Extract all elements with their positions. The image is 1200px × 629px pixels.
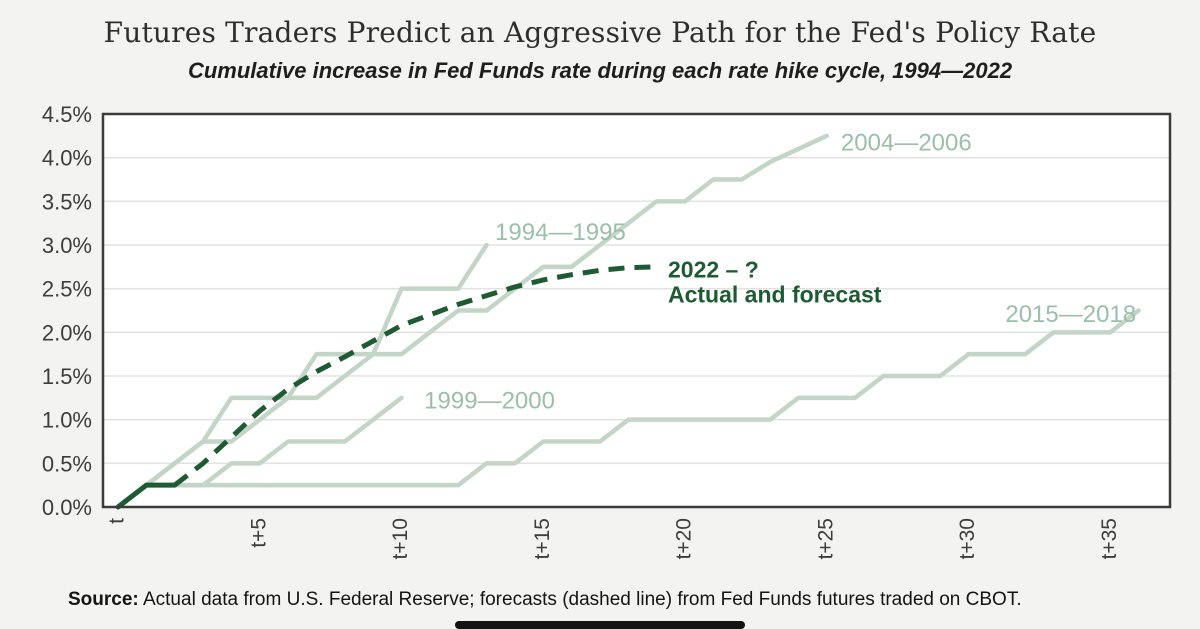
series-label: 1994—1995 [495,219,626,246]
series-line [115,308,1141,510]
source-label: Source: [68,589,139,610]
y-tick-label: 4.5% [42,102,92,127]
y-tick-label: 1.0% [42,408,92,433]
series-label: 2015—2018 [1005,301,1136,328]
x-tick-label: t+10 [389,518,412,559]
y-tick-label: 2.0% [42,320,92,345]
y-tick-label: 3.0% [42,233,92,258]
x-tick-label: t+30 [956,518,979,559]
y-tick-label: 1.5% [42,364,92,389]
y-tick-label: 3.5% [42,189,92,214]
x-tick-label: t+20 [673,518,696,559]
series-label: 2022 – ? [668,256,759,282]
x-tick-label: t+15 [531,518,554,559]
bottom-handle-bar [455,621,745,629]
y-tick-label: 0.5% [42,451,92,476]
series-line-actual [115,482,178,510]
plot-frame [101,112,1172,509]
chart-title: Futures Traders Predict an Aggressive Pa… [103,16,1097,49]
x-tick-label: t [106,518,129,524]
x-tick-label: t+25 [814,518,837,559]
plot-area [103,114,1170,507]
y-tick-label: 4.0% [42,146,92,171]
y-tick-label: 0.0% [42,495,92,520]
source-text: Actual data from U.S. Federal Reserve; f… [138,589,1022,610]
series-line [115,133,829,510]
source-note: Source: Actual data from U.S. Federal Re… [68,589,1168,611]
series-label: 2004—2006 [841,130,972,157]
series-label: Actual and forecast [668,281,882,307]
series-line-forecast [173,264,657,488]
x-tick-label: t+35 [1098,518,1121,559]
y-tick-label: 2.5% [42,277,92,302]
x-tick-label: t+5 [247,518,270,548]
chart-subtitle: Cumulative increase in Fed Funds rate du… [187,58,1013,83]
series-label: 1999—2000 [424,387,555,414]
